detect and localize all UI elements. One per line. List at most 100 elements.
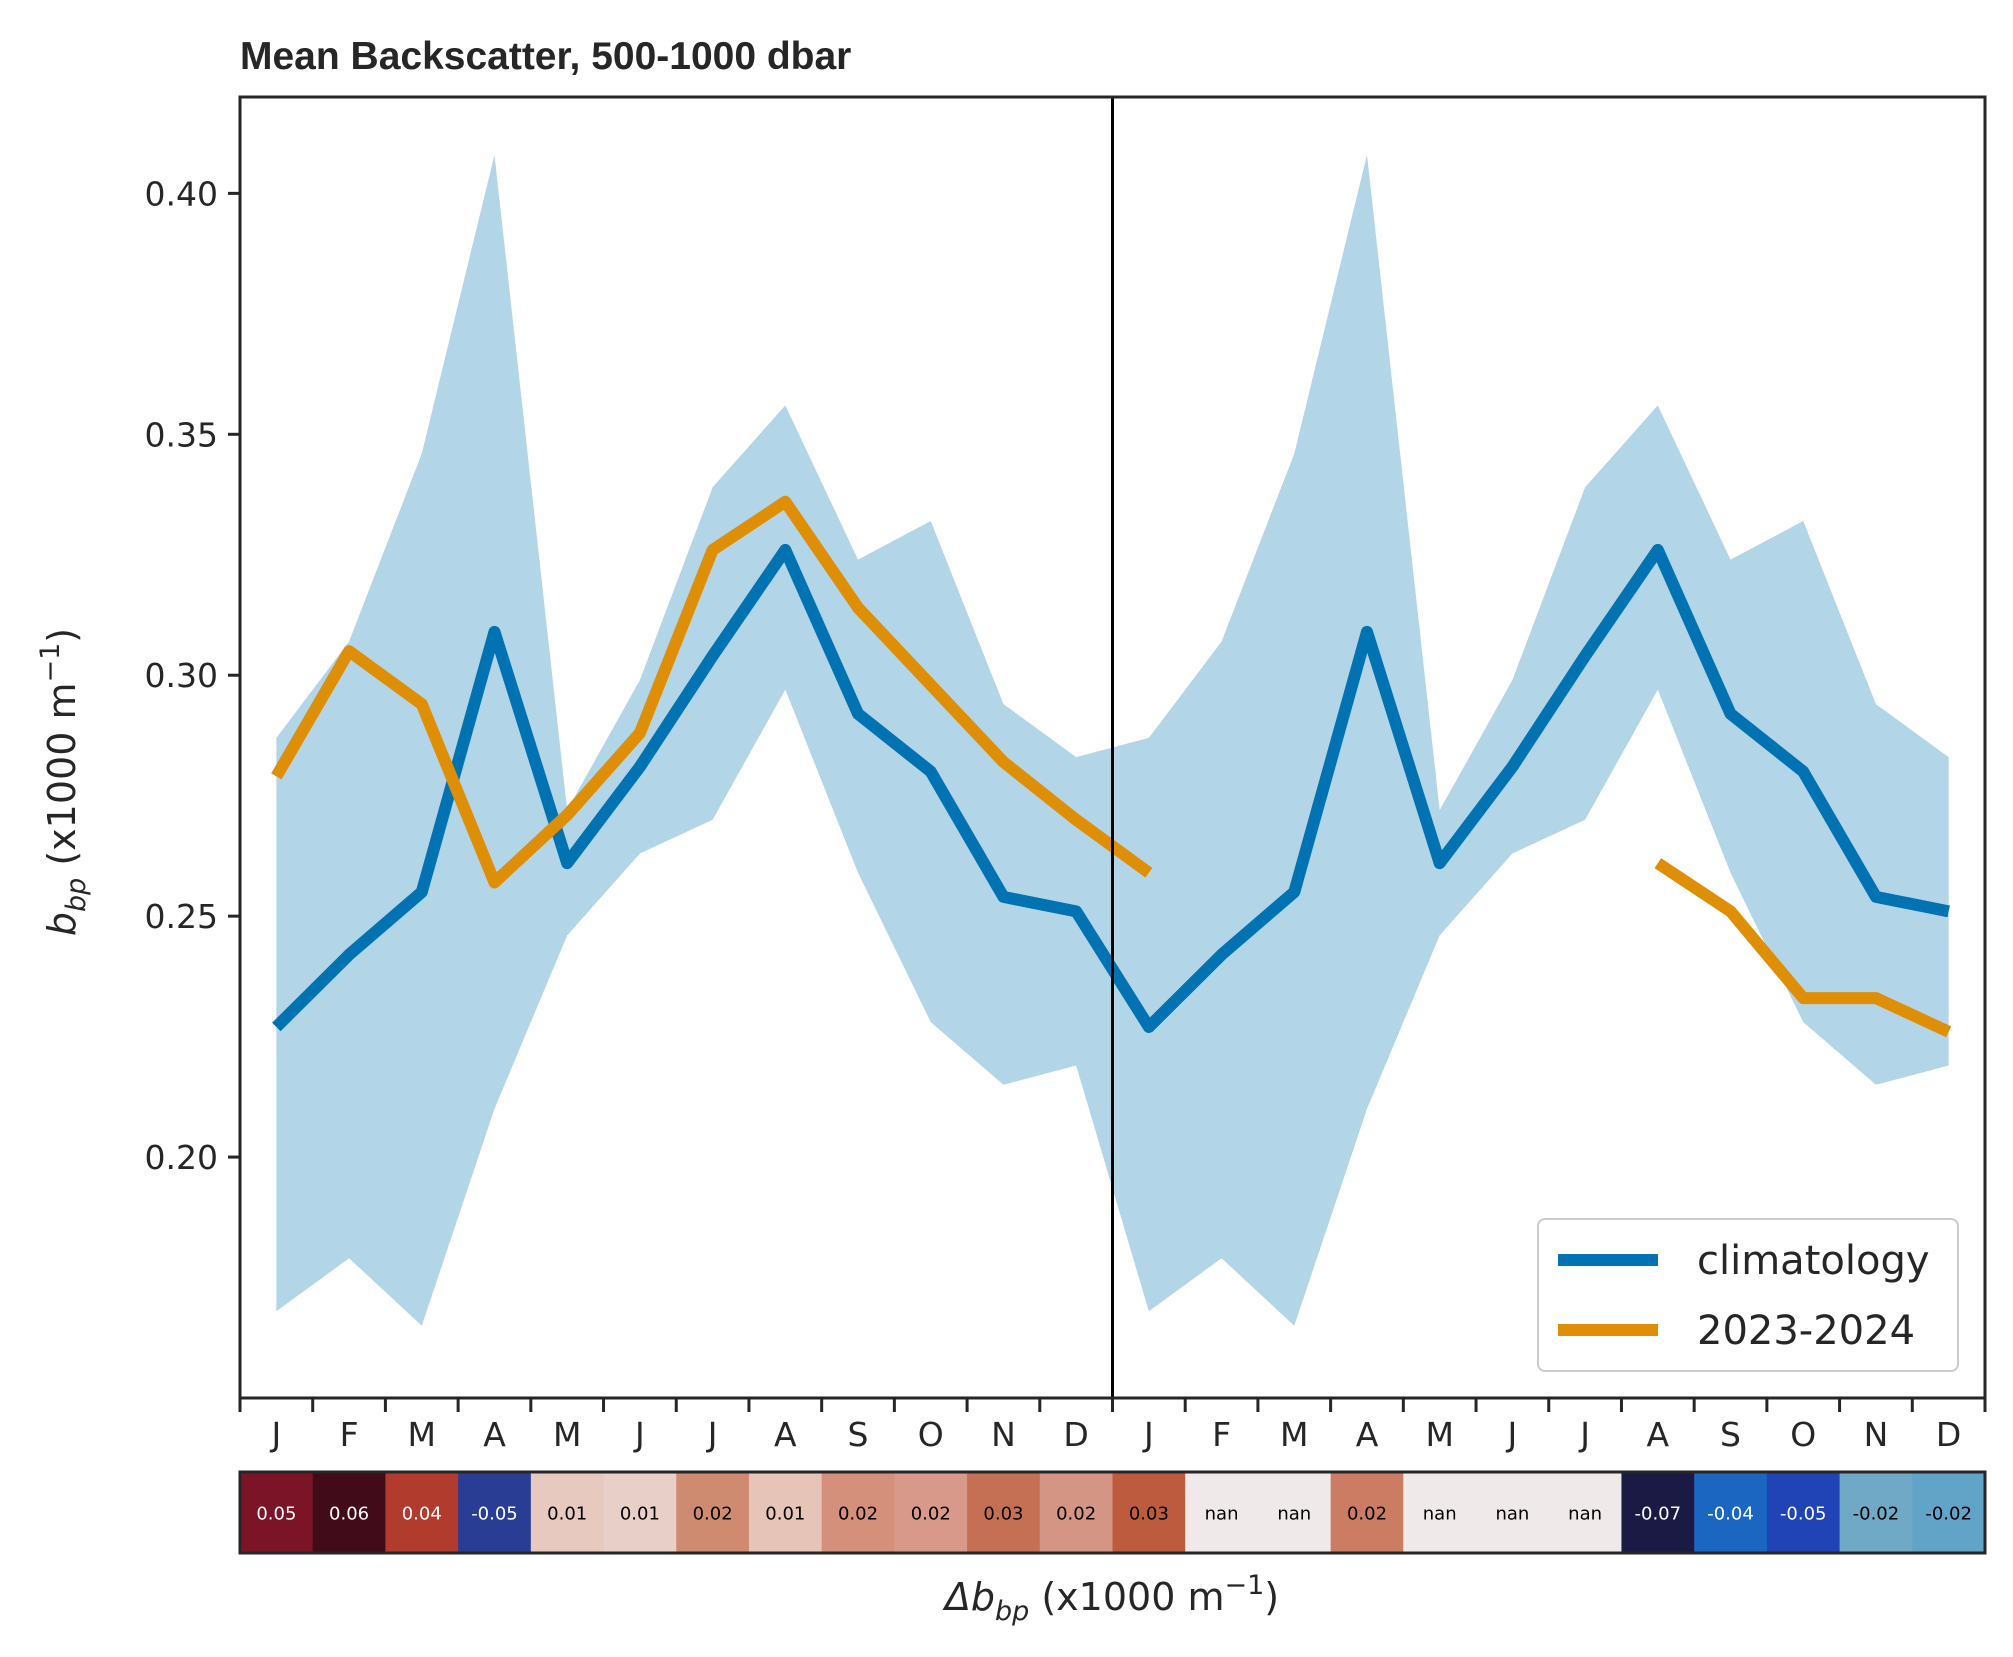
legend: climatology 2023-2024 [1537,1218,1959,1372]
x-tick-label-month: M [1280,1415,1308,1454]
legend-label-2023-2024: 2023-2024 [1697,1308,1915,1354]
x-tick-label-month: N [991,1415,1016,1454]
anomaly-strip: 0.05 0.06 0.04 -0.05 0.01 0.01 0.02 0.01 0.02 0.0… [240,1472,1986,1553]
anomaly-cell-value: nan [1423,1504,1457,1525]
series-line-2023-2024-segment-1 [1654,858,1952,1038]
anomaly-axis-label-unit: (x1000 m [1029,1575,1224,1619]
anomaly-cell-value: -0.07 [1635,1504,1682,1525]
anomaly-strip-frame [238,1470,1987,1555]
anomaly-cell [1330,1472,1404,1553]
legend-label-climatology: climatology [1697,1238,1930,1284]
anomaly-axis-label: Δbbp (x1000 m−1) [942,1570,1279,1627]
anomaly-cell-value: 0.02 [1347,1504,1387,1525]
x-tick-label-month: D [1936,1415,1961,1454]
y-tick-label: 0.20 [145,1138,218,1177]
x-tick-label-month: A [774,1415,797,1454]
anomaly-cell [1476,1472,1550,1553]
y-axis-ticks: 0.20 0.25 0.30 0.35 0.40 [145,174,240,1177]
anomaly-cell-value: -0.05 [471,1504,518,1525]
y-axis-label-symbol: b [40,912,84,936]
anomaly-cell-value: -0.02 [1853,1504,1900,1525]
anomaly-cell [1839,1472,1913,1553]
anomaly-cell-value: nan [1568,1504,1602,1525]
anomaly-cell [1039,1472,1114,1553]
x-tick-label-month: J [1506,1415,1518,1454]
x-tick-label-month: S [1720,1415,1741,1454]
anomaly-cell [1621,1472,1695,1553]
anomaly-cell [1112,1472,1186,1553]
x-tick-label-month: S [848,1415,869,1454]
anomaly-cell [967,1472,1041,1553]
x-tick-label-month: A [1647,1415,1670,1454]
anomaly-cell-value: -0.04 [1707,1504,1754,1525]
anomaly-cell [1694,1472,1768,1553]
anomaly-cell-value: 0.05 [256,1504,296,1525]
y-tick-label: 0.40 [145,174,218,213]
x-tick-label-month: N [1864,1415,1889,1454]
anomaly-cell [821,1472,895,1553]
y-axis-label: bbp (x1000 m−1) [35,628,92,936]
x-tick-label-month: J [269,1415,281,1454]
y-axis-label-subscript: bp [61,878,92,912]
anomaly-cell [603,1472,677,1553]
x-tick-label-month: M [408,1415,436,1454]
anomaly-cell [748,1472,823,1553]
anomaly-cell-value: 0.01 [765,1504,805,1525]
anomaly-axis-label-symbol: Δb [942,1575,995,1619]
anomaly-cell-value: 0.01 [547,1504,587,1525]
x-tick-label-month: A [483,1415,506,1454]
anomaly-axis-label-superscript: −1 [1224,1570,1264,1601]
anomaly-cell [1403,1472,1477,1553]
anomaly-axis-label-subscript: bp [995,1596,1029,1627]
anomaly-cell-value: 0.03 [983,1504,1023,1525]
x-tick-label-month: J [633,1415,645,1454]
anomaly-cell-value: -0.05 [1780,1504,1827,1525]
x-tick-label-month: F [340,1415,359,1454]
anomaly-cell [1257,1472,1332,1553]
x-tick-label-month: J [1142,1415,1154,1454]
anomaly-cell [385,1472,459,1553]
x-tick-label-month: M [553,1415,581,1454]
anomaly-cell-value: 0.03 [1129,1504,1169,1525]
anomaly-cell [1766,1472,1841,1553]
x-tick-label-month: J [706,1415,718,1454]
anomaly-cell [240,1472,314,1553]
anomaly-cell-value: 0.02 [911,1504,951,1525]
x-tick-label-month: O [1790,1415,1816,1454]
series-line-2023-2024-segment-0 [271,495,1153,889]
anomaly-cell [1548,1472,1623,1553]
x-tick-label-month: O [918,1415,944,1454]
anomaly-cell [312,1472,387,1553]
anomaly-cell-value: nan [1205,1504,1239,1525]
y-tick-label: 0.35 [145,415,218,454]
anomaly-cell [458,1472,532,1553]
anomaly-cell-value: nan [1277,1504,1311,1525]
anomaly-cell-value: 0.06 [329,1504,369,1525]
x-tick-label-month: A [1356,1415,1379,1454]
anomaly-cell-value: -0.02 [1925,1504,1972,1525]
anomaly-cell-value: 0.02 [1056,1504,1096,1525]
y-axis-label-unit: (x1000 m [40,683,84,878]
x-tick-label-month: M [1425,1415,1453,1454]
x-tick-label-month: D [1063,1415,1088,1454]
anomaly-cell-value: 0.04 [402,1504,442,1525]
anomaly-cell-value: 0.01 [620,1504,660,1525]
x-tick-label-month: F [1212,1415,1231,1454]
anomaly-cell [1912,1472,1986,1553]
anomaly-axis-label-unit-close: ) [1264,1575,1279,1619]
anomaly-cell-value: 0.02 [838,1504,878,1525]
anomaly-cell-value: nan [1495,1504,1529,1525]
chart-title: Mean Backscatter, 500-1000 dbar [240,35,851,78]
anomaly-cell [676,1472,750,1553]
anomaly-cell-value: 0.02 [693,1504,733,1525]
anomaly-cell [530,1472,605,1553]
y-axis-label-superscript: −1 [35,643,66,683]
y-tick-label: 0.30 [145,656,218,695]
y-axis-label-unit-close: ) [40,628,84,643]
anomaly-cell [1185,1472,1259,1553]
anomaly-cell [894,1472,968,1553]
y-tick-label: 0.25 [145,897,218,936]
x-tick-label-month: J [1578,1415,1590,1454]
